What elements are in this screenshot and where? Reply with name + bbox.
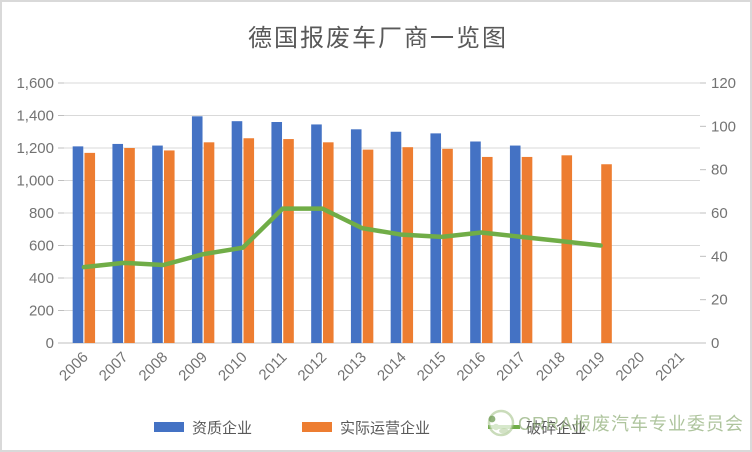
x-tick-label: 2016 [454,349,490,385]
y-left-tick-label: 800 [29,205,54,222]
y-left-tick-label: 1,000 [16,173,54,190]
legend-label-operating: 实际运营企业 [340,419,431,437]
legend-item-operating: 实际运营企业 [302,415,430,439]
operating-enterprises-bar [481,156,493,343]
x-tick-label: 2006 [56,349,92,385]
legend-label-shredder: 破碎企业 [526,419,587,437]
x-tick-label: 2009 [175,349,211,385]
operating-enterprises-bar [402,147,414,343]
qualified-enterprises-bar [231,121,243,343]
x-tick-label: 2007 [96,349,132,385]
y-left-tick-label: 1,400 [16,108,54,125]
x-tick-label: 2018 [533,349,569,385]
x-tick-label: 2008 [136,349,172,385]
qualified-enterprises-bar [311,124,322,343]
operating-enterprises-bar [362,149,374,343]
y-left-tick-label: 0 [46,335,54,352]
y-right-tick-label: 0 [711,335,719,352]
x-tick-label: 2010 [215,349,251,385]
operating-enterprises-bar [521,156,533,343]
y-left-tick-label: 1,200 [16,140,54,157]
legend: 资质企业 实际运营企业 破碎企业 [2,415,750,441]
y-right-tick-label: 20 [711,292,728,309]
operating-enterprises-bar [601,164,612,343]
operating-enterprises-bar [322,142,334,343]
y-left-tick-label: 1,600 [16,75,54,92]
legend-item-qualified: 资质企业 [154,415,252,439]
x-tick-label: 2021 [652,349,688,385]
qualified-enterprises-bar [112,143,124,343]
y-right-tick-label: 80 [711,162,728,179]
x-tick-label: 2015 [414,349,450,385]
legend-item-shredder: 破碎企业 [488,415,586,439]
x-tick-label: 2017 [493,349,529,385]
y-right-tick-label: 40 [711,248,728,265]
qualified-enterprises-bar [350,129,362,343]
y-right-tick-label: 60 [711,205,728,222]
x-tick-label: 2020 [613,349,649,385]
qualified-enterprises-bar [191,116,203,343]
operating-enterprises-bar [84,152,96,343]
operating-enterprises-bar [442,148,453,343]
operating-enterprises-bar [203,142,215,343]
qualified-enterprises-bar [271,122,283,343]
operating-enterprises-bar [163,150,175,343]
shredder-enterprises-line [81,206,603,270]
legend-label-qualified: 资质企业 [192,419,253,437]
x-tick-label: 2019 [573,349,609,385]
chart-title: 德国报废车厂商一览图 [248,25,508,52]
y-right-tick-label: 100 [711,118,736,135]
x-tick-label: 2013 [334,349,370,385]
x-tick-label: 2014 [374,349,410,385]
y-left-tick-label: 400 [29,270,54,287]
operating-series-swatch [302,422,332,432]
qualified-enterprises-bar [72,146,84,343]
x-tick-label: 2011 [256,349,291,384]
y-left-tick-label: 200 [29,303,54,320]
qualified-enterprises-bar [509,145,521,343]
operating-enterprises-bar [124,148,135,343]
qualified-enterprises-bar [390,131,402,343]
line-series-marker-icon [488,423,520,431]
y-left-tick-label: 600 [29,238,54,255]
x-tick-label: 2012 [295,349,331,385]
y-right-tick-label: 120 [711,75,736,92]
qualified-enterprises-bar [152,145,163,343]
operating-enterprises-bar [561,155,573,343]
qualified-enterprises-bar [470,141,481,343]
qualified-series-swatch [154,422,184,432]
operating-enterprises-bar [283,139,294,343]
